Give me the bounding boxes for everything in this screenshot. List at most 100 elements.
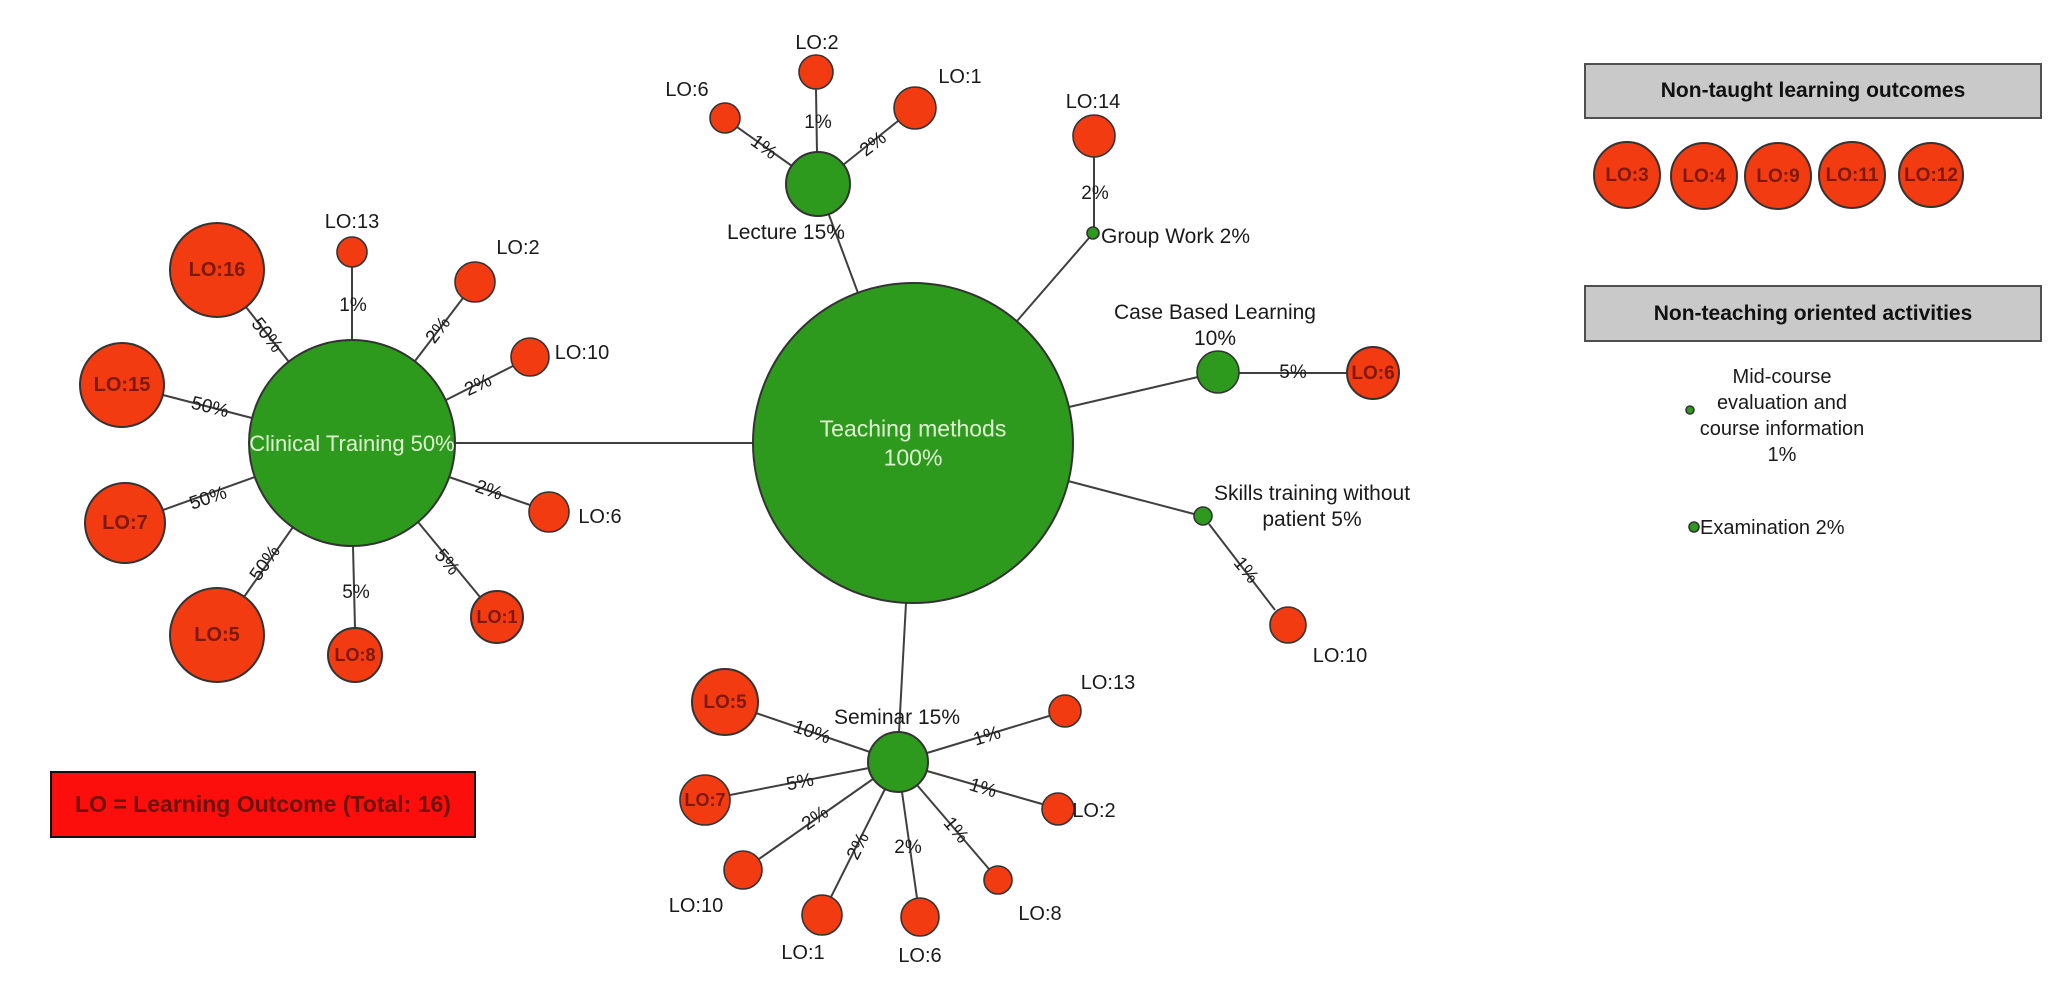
edge-label-seminar-lo6-pct: 2% [894,837,922,858]
node-label-cbl-lo6: LO:6 [1351,363,1394,384]
node-clinical-lo7 [84,482,166,564]
node-seminar-lo2 [1041,792,1075,826]
node-label-seminar-lo7: LO:7 [684,790,725,810]
node-seminar-lo6 [900,897,940,937]
node-lecture-lo6 [709,102,741,134]
node-skills-training [1193,506,1213,526]
edge-label-seminar-lo2-pct: 1% [967,774,1000,802]
node-label-panel-lo9: LO:9 [1756,166,1799,187]
label-clinical-lo10-label: LO:10 [555,342,609,364]
edge-seminar-lo8 [916,784,990,870]
edge-clinical-lo16 [245,306,290,363]
edge-label-lecture-lo6-pct: 1% [747,130,782,163]
label-midcourse-text: Mid-course evaluation and course informati… [1700,366,1865,466]
edge-label-clinical-lo7-pct: 50% [187,482,230,514]
edge-teaching-groupwork [1016,237,1090,322]
edge-clinical-lo7 [162,476,256,511]
edge-clinical-lo8 [352,545,356,629]
label-skills-title: Skills training without patient 5% [1214,482,1410,531]
node-label-panel-lo11: LO:11 [1826,165,1879,186]
edge-skills-lo10 [1208,523,1276,611]
edge-label-clinical-lo8-pct: 5% [342,582,370,603]
label-clinical-lo2-label: LO:2 [496,237,539,259]
node-clinical-lo13 [336,236,368,268]
edge-label-cbl-lo6-pct: 5% [1279,362,1307,383]
edge-label-clinical-lo1-pct: 5% [430,545,464,580]
edge-teaching-lecture [828,214,859,294]
panel-non-teaching-title: Non-teaching oriented activities [1653,301,1973,325]
edge-label-seminar-lo1-pct: 2% [843,829,874,863]
node-lecture-lo1 [893,86,937,130]
node-clinical-training [248,339,456,547]
edge-lecture-lo1 [842,120,899,166]
node-clinical-lo15 [79,342,165,428]
node-clinical-lo10 [510,337,550,377]
edge-label-clinical-lo2-pct: 2% [421,313,454,348]
node-groupwork-lo14 [1072,114,1116,158]
panel-non-taught-header: Non-taught learning outcomes [1584,63,2042,119]
label-examination-text: Examination 2% [1700,517,1845,539]
edge-label-clinical-lo6-pct: 2% [473,476,506,505]
label-lecture-lo6-label: LO:6 [665,79,708,101]
node-case-based-learning [1196,350,1240,394]
edge-clinical-lo10 [445,365,514,401]
edge-clinical-lo5 [243,526,294,598]
edge-teaching-skills [1067,480,1195,515]
label-seminar-lo13-label: LO:13 [1081,672,1135,694]
label-seminar-lo10-label: LO:10 [669,895,723,917]
label-clinical-lo6-label: LO:6 [578,506,621,528]
edge-label-clinical-lo10-pct: 2% [461,370,495,401]
node-midcourse-dot [1685,405,1695,415]
edge-label-seminar-lo13-pct: 1% [971,722,1004,750]
label-groupwork-lo14-label: LO:14 [1066,91,1120,113]
panel-non-teaching-header: Non-teaching oriented activities [1584,285,2042,342]
edge-clinical-lo2 [414,297,464,362]
node-cbl-lo6 [1346,346,1400,400]
edge-label-lecture-lo2-pct: 1% [804,112,832,133]
node-panel-lo9 [1744,142,1812,210]
node-panel-lo4 [1670,142,1738,210]
node-seminar [867,731,929,793]
node-label-clinical-lo7: LO:7 [102,512,148,534]
node-lecture [785,151,851,217]
edge-label-clinical-lo16-pct: 50% [247,314,287,357]
label-clinical-lo13-label: LO:13 [325,211,379,233]
node-seminar-lo13 [1048,694,1082,728]
node-seminar-lo5 [691,668,759,736]
label-lecture-lo1-label: LO:1 [938,66,981,88]
label-skills-lo10-label: LO:10 [1313,645,1367,667]
edge-teaching-cbl [1068,376,1199,408]
label-lecture-title: Lecture 15% [727,221,845,244]
label-lecture-lo2-label: LO:2 [795,32,838,54]
node-label-panel-lo3: LO:3 [1605,165,1648,186]
panel-non-taught-title: Non-taught learning outcomes [1660,79,1966,102]
legend-box: LO = Learning Outcome (Total: 16) [50,771,476,838]
edge-seminar-lo6 [901,791,918,899]
label-seminar-lo1-label: LO:1 [781,942,824,964]
label-seminar-lo2-label: LO:2 [1072,800,1115,822]
edge-clinical-lo15 [162,394,253,419]
node-label-clinical-training: Clinical Training 50% [249,431,454,456]
node-panel-lo12 [1898,142,1964,208]
node-label-teaching-methods: Teaching methods 100% [820,416,1007,471]
node-label-clinical-lo1: LO:1 [476,607,517,627]
edge-label-seminar-lo5-pct: 10% [791,716,834,748]
node-clinical-lo2 [454,261,496,303]
node-label-clinical-lo15: LO:15 [94,374,151,396]
edge-clinical-lo1 [417,521,481,598]
node-seminar-lo8 [983,865,1013,895]
edge-teaching-seminar [898,602,907,733]
node-label-seminar-lo5: LO:5 [703,692,747,713]
edge-seminar-lo7 [729,767,870,796]
node-lecture-lo2 [798,54,834,90]
node-skills-lo10 [1269,606,1307,644]
label-seminar-title: Seminar 15% [834,706,960,729]
edge-lecture-lo6 [736,126,793,167]
node-seminar-lo7 [679,774,731,826]
edge-label-seminar-lo10-pct: 2% [798,801,833,834]
node-seminar-lo1 [801,894,843,936]
node-panel-lo11 [1818,141,1886,209]
edge-label-clinical-lo15-pct: 50% [189,392,231,422]
node-group-work [1086,226,1100,240]
node-clinical-lo5 [169,587,265,683]
